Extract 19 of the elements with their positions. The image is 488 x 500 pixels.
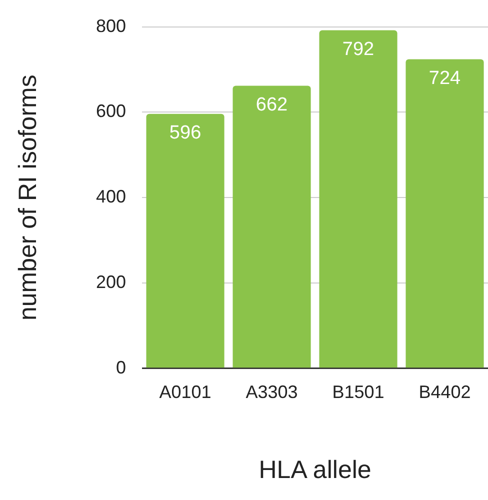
bar: [406, 59, 484, 368]
data-label: 596: [169, 122, 202, 144]
x-tick-label: B1501: [332, 382, 384, 402]
y-axis-title: number of RI isoforms: [14, 74, 42, 321]
data-label: 792: [342, 38, 374, 60]
y-tick-label: 200: [96, 272, 126, 292]
y-tick-label: 600: [96, 101, 126, 122]
x-tick-label: B4402: [418, 382, 471, 402]
x-axis-title: HLA allele: [258, 456, 372, 484]
bar: [146, 114, 224, 368]
y-tick-label: 800: [96, 16, 126, 36]
x-tick-label: A3303: [246, 382, 298, 402]
y-tick-label: 400: [96, 186, 126, 207]
y-tick-label: 0: [116, 357, 126, 378]
bar: [319, 30, 398, 368]
data-label: 662: [256, 94, 288, 116]
x-tick-label: A0101: [159, 382, 212, 402]
bar: [232, 86, 311, 368]
data-label: 724: [428, 68, 462, 89]
